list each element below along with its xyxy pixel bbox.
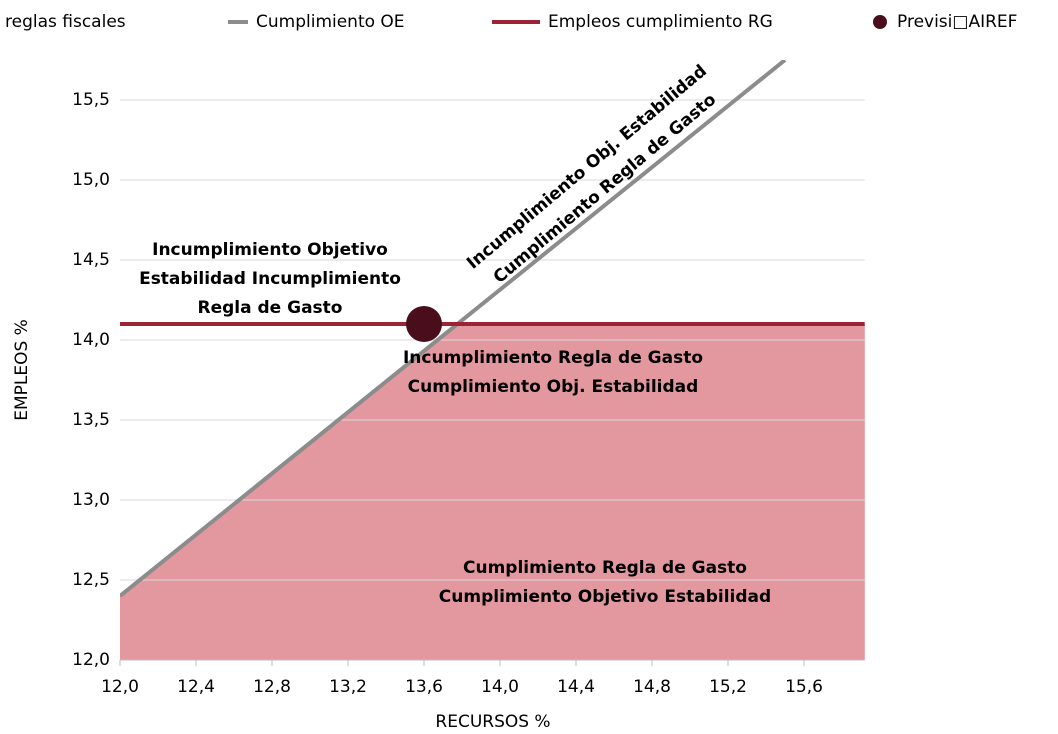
x-tick-label: 13,6 — [405, 677, 443, 697]
x-axis-label: RECURSOS % — [435, 712, 550, 732]
area — [120, 324, 865, 660]
y-tick-label: 15,0 — [72, 170, 110, 190]
x-tick-label: 13,2 — [329, 677, 367, 697]
legend-label: Cumplimiento OE — [256, 12, 405, 32]
y-tick-label: 13,0 — [72, 490, 110, 510]
y-tick-label: 14,0 — [72, 330, 110, 350]
y-tick-label: 12,5 — [72, 570, 110, 590]
x-tick-label: 14,4 — [557, 677, 595, 697]
legend-marker — [873, 15, 887, 29]
x-tick-label: 12,8 — [253, 677, 291, 697]
annotation-line: Incumplimiento Regla de Gasto — [403, 348, 703, 368]
annotation-line: Cumplimiento Regla de Gasto — [463, 558, 747, 578]
legend-label: Previsi□AIREF — [897, 12, 1017, 32]
annotation-line: Cumplimiento Objetivo Estabilidad — [439, 587, 771, 607]
annotation-line: Cumplimiento Regla de Gasto — [490, 90, 720, 288]
point — [406, 306, 442, 342]
annotation-line: Incumplimiento Obj. Estabilidad — [463, 61, 711, 273]
annotation-line: Incumplimiento Objetivo — [152, 240, 388, 260]
chart-title: reglas fiscales — [5, 12, 126, 32]
x-tick-label: 14,0 — [481, 677, 519, 697]
annotation-line: Cumplimiento Obj. Estabilidad — [408, 377, 699, 397]
y-tick-label: 12,0 — [72, 650, 110, 670]
x-tick-label: 12,4 — [177, 677, 215, 697]
x-tick-label: 12,0 — [101, 677, 139, 697]
y-tick-label: 14,5 — [72, 250, 110, 270]
annotation-line: Estabilidad Incumplimiento — [139, 269, 401, 289]
annotation-line: Regla de Gasto — [198, 298, 343, 318]
x-tick-label: 15,6 — [785, 677, 823, 697]
y-axis-label: EMPLEOS % — [12, 319, 32, 421]
legend-label: Empleos cumplimiento RG — [548, 12, 773, 32]
x-tick-label: 15,2 — [709, 677, 747, 697]
y-tick-label: 13,5 — [72, 410, 110, 430]
x-tick-label: 14,8 — [633, 677, 671, 697]
series-line — [120, 60, 787, 598]
y-tick-label: 15,5 — [72, 90, 110, 110]
